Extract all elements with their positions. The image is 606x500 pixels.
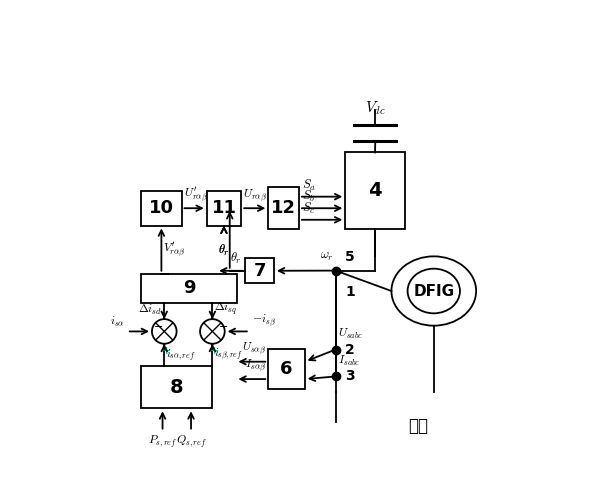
- Text: 6: 6: [280, 360, 293, 378]
- Text: $i_{s\alpha}$: $i_{s\alpha}$: [110, 316, 125, 330]
- Text: $\theta_r$: $\theta_r$: [218, 243, 230, 258]
- Text: $I_{sabc}$: $I_{sabc}$: [338, 354, 360, 368]
- Bar: [268, 187, 299, 230]
- Text: $\theta_r$: $\theta_r$: [230, 251, 241, 266]
- Text: $U_{s\alpha\beta}$: $U_{s\alpha\beta}$: [242, 341, 266, 357]
- Text: $S_a$: $S_a$: [302, 178, 316, 193]
- Text: 7: 7: [253, 262, 266, 280]
- Text: $-$: $-$: [218, 320, 228, 330]
- Bar: [245, 258, 274, 283]
- Text: $U_{r\alpha\beta}$: $U_{r\alpha\beta}$: [243, 188, 267, 204]
- Text: 4: 4: [368, 182, 382, 201]
- Text: $I_{s\alpha\beta}$: $I_{s\alpha\beta}$: [245, 358, 266, 374]
- Text: $Q_{s,ref}$: $Q_{s,ref}$: [176, 434, 207, 450]
- Text: 5: 5: [345, 250, 355, 264]
- Bar: [207, 191, 241, 226]
- Text: 8: 8: [170, 378, 184, 397]
- Text: $-$: $-$: [153, 320, 164, 330]
- Text: $\Delta i_{sq}$: $\Delta i_{sq}$: [215, 300, 238, 317]
- Bar: [268, 349, 305, 389]
- Text: DFIG: DFIG: [413, 284, 454, 298]
- Text: 9: 9: [183, 279, 196, 297]
- Text: $i_{s\beta,ref}$: $i_{s\beta,ref}$: [215, 347, 243, 363]
- Text: $V^{\prime}_{r\alpha\beta}$: $V^{\prime}_{r\alpha\beta}$: [163, 240, 186, 260]
- Text: $+$: $+$: [209, 344, 219, 356]
- Text: 10: 10: [149, 199, 174, 217]
- Text: 电网: 电网: [408, 418, 428, 436]
- Text: $P_{s,ref}$: $P_{s,ref}$: [148, 434, 177, 450]
- Text: $\theta_r$: $\theta_r$: [218, 243, 230, 258]
- Text: 2: 2: [345, 342, 355, 356]
- Bar: [141, 274, 238, 302]
- Text: 1: 1: [345, 285, 355, 299]
- Bar: [345, 152, 405, 230]
- Text: $\Delta i_{sd}$: $\Delta i_{sd}$: [138, 303, 162, 317]
- Text: $V_{dc}$: $V_{dc}$: [365, 100, 386, 117]
- Text: $\omega_r$: $\omega_r$: [320, 250, 334, 263]
- Text: $- i_{s\beta}$: $- i_{s\beta}$: [251, 314, 276, 330]
- Text: $U^{\prime}_{r\alpha\beta}$: $U^{\prime}_{r\alpha\beta}$: [184, 184, 207, 204]
- Text: $S_b$: $S_b$: [302, 189, 315, 204]
- Bar: [141, 366, 212, 408]
- Text: 11: 11: [211, 199, 236, 217]
- Text: $+$: $+$: [161, 344, 171, 356]
- Text: 12: 12: [271, 199, 296, 217]
- Text: 3: 3: [345, 370, 355, 384]
- Text: $U_{sabc}$: $U_{sabc}$: [338, 327, 363, 341]
- Text: $i_{s\alpha,ref}$: $i_{s\alpha,ref}$: [166, 347, 196, 363]
- Bar: [141, 191, 182, 226]
- Text: $S_c$: $S_c$: [302, 201, 316, 216]
